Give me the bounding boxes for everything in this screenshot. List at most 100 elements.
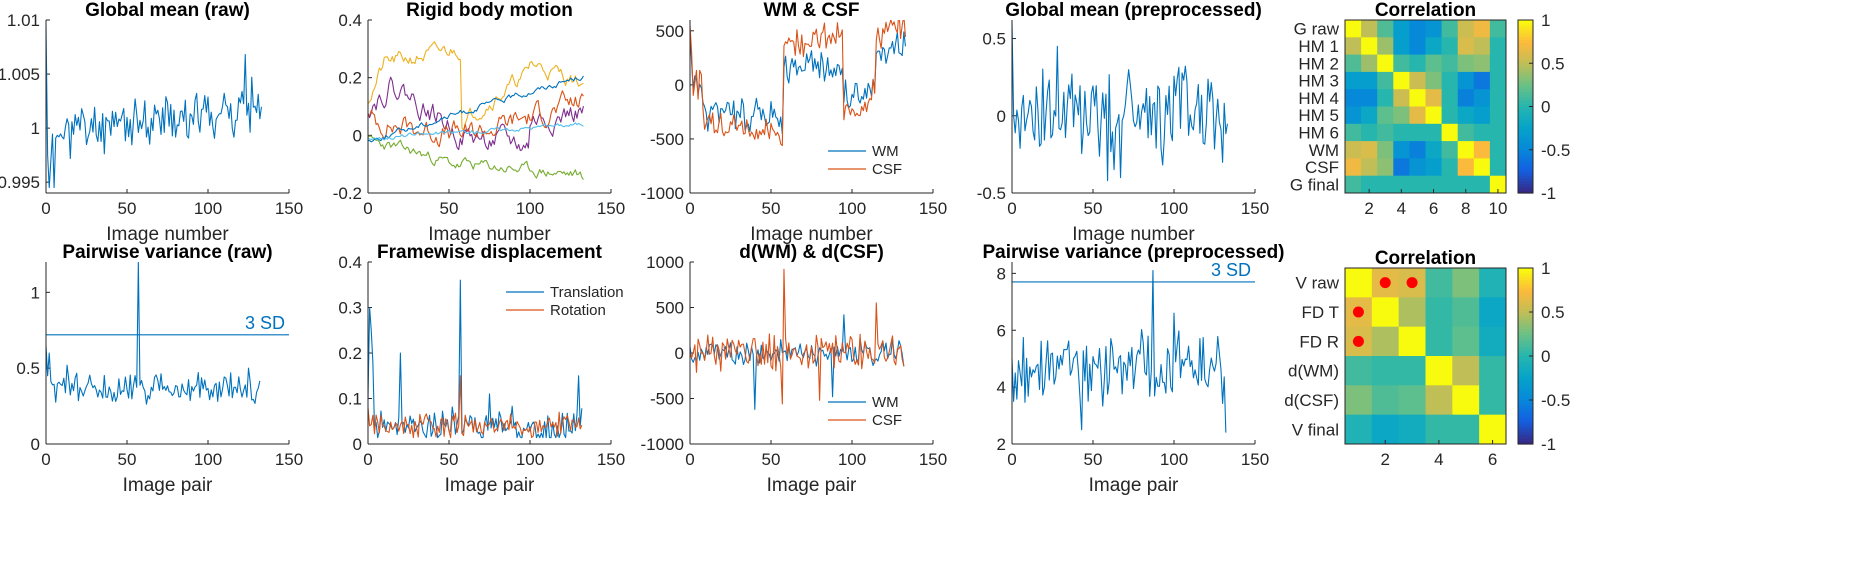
panel-p10: Correlation V raw FD T FD R d(WM) d(CSF) V fin… <box>1284 248 1570 469</box>
y-tick-label: -1000 <box>641 435 684 454</box>
series-group <box>690 20 907 147</box>
colorbar-label: -0.5 <box>1541 391 1570 410</box>
colorbar-step <box>1518 118 1533 122</box>
colorbar-step <box>1518 141 1533 145</box>
heat-cell <box>1441 123 1459 142</box>
heat-cell <box>1452 385 1480 416</box>
colorbar-step <box>1518 172 1533 177</box>
heat-cell <box>1345 20 1362 38</box>
colorbar-step <box>1518 20 1533 24</box>
colorbar-step <box>1518 63 1533 67</box>
heat-cell <box>1457 20 1475 38</box>
colorbar-label: 0.5 <box>1541 54 1565 73</box>
panel-p8: d(WM) & d(CSF) Image pair 0 50 100 150 -1000 -5… <box>641 242 948 496</box>
x-tick-label: 4 <box>1397 199 1406 218</box>
colorbar-step <box>1518 326 1533 331</box>
x-tick-label: 50 <box>440 199 459 218</box>
x-tick-label: 50 <box>440 450 459 469</box>
heat-cell <box>1441 89 1459 107</box>
colorbar-step <box>1518 169 1533 174</box>
colorbar-step <box>1518 45 1533 50</box>
panel-p1: Global mean (raw) Image number 0 50 100 150 0.… <box>0 0 303 245</box>
heat-cell <box>1377 141 1394 159</box>
y-tick-label: 4 <box>997 378 1006 397</box>
colorbar-step <box>1518 37 1533 41</box>
heat-cell <box>1345 37 1362 56</box>
heat-cell <box>1489 106 1507 125</box>
x-tick-label: 0 <box>363 450 372 469</box>
heat-cell <box>1425 158 1443 177</box>
heat-cell <box>1393 20 1410 38</box>
heat-cell <box>1371 297 1400 328</box>
chart-title: Pairwise variance (preprocessed) <box>982 242 1284 263</box>
heat-cell <box>1377 123 1394 142</box>
colorbar-step <box>1518 103 1533 108</box>
heat-cell <box>1361 141 1378 159</box>
heat-cell <box>1489 71 1507 90</box>
x-tick-label: 2 <box>1381 450 1390 469</box>
series-group <box>368 279 583 439</box>
colorbar-step <box>1518 420 1533 425</box>
heat-cell <box>1425 54 1443 73</box>
y-tick-label: 6 <box>997 321 1006 340</box>
heat-cell <box>1393 37 1410 56</box>
colorbar-step <box>1518 408 1533 413</box>
colorbar-step <box>1518 268 1533 272</box>
colorbar-label: -1 <box>1541 435 1556 454</box>
heat-cell <box>1457 54 1475 73</box>
x-tick-label: 50 <box>1084 199 1103 218</box>
chart-title: Pairwise variance (raw) <box>62 242 272 263</box>
panel-p4: Global mean (preprocessed) Image number 0 5… <box>977 0 1269 245</box>
heat-cell <box>1345 106 1362 125</box>
colorbar-step <box>1518 83 1533 87</box>
chart-title: Framewise displacement <box>377 242 603 263</box>
row-label: HM 6 <box>1298 123 1339 142</box>
colorbar-step <box>1518 135 1533 139</box>
x-tick-label: 0 <box>685 199 694 218</box>
x-axis-label: Image number <box>750 224 873 245</box>
row-label: d(WM) <box>1288 362 1339 381</box>
colorbar-step <box>1518 152 1533 157</box>
x-tick-label: 6 <box>1429 199 1438 218</box>
colorbar-step <box>1518 347 1533 351</box>
row-label: WM <box>1309 141 1339 160</box>
heat-cell <box>1441 20 1459 38</box>
panel-p6: Pairwise variance (raw) Image pair 0 50 100 1… <box>16 242 303 496</box>
heat-cell <box>1345 54 1362 73</box>
colorbar-step <box>1518 364 1533 369</box>
panel-p7: Framewise displacement Image pair 0 50 100 15… <box>338 242 625 496</box>
y-tick-label: 500 <box>656 22 684 41</box>
series-line-0 <box>1012 269 1227 433</box>
colorbar-step <box>1518 28 1533 33</box>
colorbar-step <box>1518 332 1533 337</box>
colorbar-step <box>1518 300 1533 304</box>
legend-entry: WM <box>872 143 899 160</box>
colorbar-step <box>1518 309 1533 313</box>
y-tick-label: 1.005 <box>0 65 40 84</box>
chart-title: Correlation <box>1375 0 1476 21</box>
y-tick-label: -500 <box>650 130 684 149</box>
y-tick-label: -1000 <box>641 184 684 203</box>
x-tick-label: 100 <box>194 199 222 218</box>
series-line-5 <box>368 122 584 141</box>
colorbar-step <box>1518 161 1533 165</box>
colorbar-step <box>1518 341 1533 345</box>
heat-cell <box>1479 414 1507 445</box>
colorbar-step <box>1518 338 1533 342</box>
heat-cell <box>1479 385 1507 416</box>
colorbar-step <box>1518 184 1533 188</box>
x-tick-label: 100 <box>838 199 866 218</box>
heat-cell <box>1377 37 1394 56</box>
colorbar: 1 0.5 0 -0.5 -1 <box>1517 11 1570 203</box>
colorbar-step <box>1518 426 1533 430</box>
threshold-label: 3 SD <box>1211 260 1251 280</box>
colorbar-step <box>1518 312 1533 316</box>
row-label: G raw <box>1294 20 1340 39</box>
x-tick-label: 8 <box>1461 199 1470 218</box>
heat-cell <box>1409 71 1426 90</box>
heat-cell <box>1361 37 1378 56</box>
x-tick-label: 50 <box>1084 450 1103 469</box>
heat-cell <box>1479 356 1507 386</box>
